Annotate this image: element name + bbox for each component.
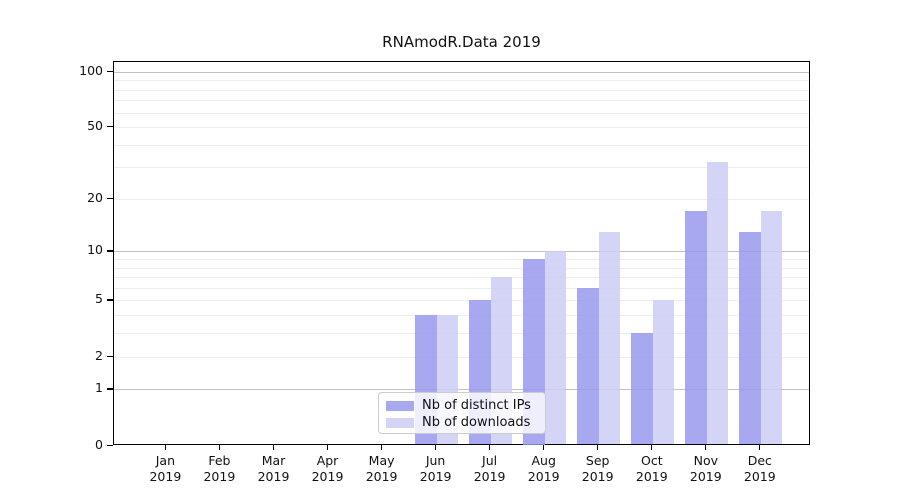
chart-title: RNAmodR.Data 2019 xyxy=(382,33,541,51)
gridline-minor-60 xyxy=(114,112,809,114)
legend-swatch-downloads-icon xyxy=(386,417,414,428)
gridline-minor-6 xyxy=(114,287,809,289)
bar-nb-of-distinct-ips-dec xyxy=(739,231,761,445)
gridline-major-10 xyxy=(114,251,809,253)
y-tick-mark-1 xyxy=(107,388,113,390)
gridline-minor-3 xyxy=(114,333,809,335)
x-tick-label-feb: Feb 2019 xyxy=(203,453,236,484)
x-tick-mark-jul xyxy=(488,445,491,450)
x-tick-label-jul: Jul 2019 xyxy=(473,453,506,484)
x-tick-mark-jun xyxy=(434,445,437,450)
bar-nb-of-distinct-ips-nov xyxy=(685,211,707,445)
y-tick-label-100: 100 xyxy=(79,62,103,78)
y-tick-label-2: 2 xyxy=(95,347,103,363)
y-tick-mark-20 xyxy=(107,197,113,200)
y-tick-label-1: 1 xyxy=(95,380,103,396)
y-tick-label-50: 50 xyxy=(87,118,103,133)
x-tick-label-may: May 2019 xyxy=(365,453,398,484)
x-tick-label-apr: Apr 2019 xyxy=(311,453,344,484)
x-tick-mark-sep xyxy=(597,445,599,450)
y-tick-mark-100 xyxy=(107,70,113,73)
bar-nb-of-downloads-oct xyxy=(652,300,675,445)
gridline-major-1 xyxy=(114,389,809,391)
gridline-minor-20 xyxy=(114,198,809,200)
gridline-minor-90 xyxy=(114,80,809,82)
y-tick-mark-50 xyxy=(107,126,113,128)
bar-nb-of-downloads-nov xyxy=(706,162,729,445)
y-tick-mark-10 xyxy=(107,250,113,252)
x-tick-mark-feb xyxy=(218,445,221,450)
legend-item-distinct-ips: Nb of distinct IPs xyxy=(386,397,538,414)
gridline-minor-80 xyxy=(114,89,809,91)
gridline-minor-7 xyxy=(114,277,809,279)
x-tick-label-jun: Jun 2019 xyxy=(419,453,452,484)
x-tick-mark-jan xyxy=(164,445,167,450)
legend: Nb of distinct IPs Nb of downloads xyxy=(378,392,546,434)
x-tick-label-jan: Jan 2019 xyxy=(149,453,182,484)
x-tick-mark-aug xyxy=(543,445,545,450)
plot-area xyxy=(113,61,810,445)
y-tick-mark-2 xyxy=(107,355,113,357)
gridline-minor-9 xyxy=(114,259,809,260)
bar-nb-of-downloads-sep xyxy=(598,231,621,445)
legend-label-distinct-ips: Nb of distinct IPs xyxy=(422,398,531,413)
gridline-minor-50 xyxy=(114,127,809,128)
gridline-minor-8 xyxy=(114,267,809,269)
gridline-minor-70 xyxy=(114,100,809,102)
x-tick-label-mar: Mar 2019 xyxy=(257,453,290,484)
x-tick-mark-oct xyxy=(651,445,653,450)
x-tick-label-aug: Aug 2019 xyxy=(527,453,560,484)
legend-item-downloads: Nb of downloads xyxy=(386,414,538,431)
x-tick-mark-mar xyxy=(272,445,275,450)
legend-label-downloads: Nb of downloads xyxy=(422,415,531,430)
x-tick-label-nov: Nov 2019 xyxy=(689,453,722,484)
bar-nb-of-distinct-ips-sep xyxy=(577,287,599,445)
bar-nb-of-downloads-dec xyxy=(760,211,783,445)
y-tick-label-0: 0 xyxy=(95,436,103,452)
bar-nb-of-distinct-ips-oct xyxy=(631,333,653,445)
x-tick-label-oct: Oct 2019 xyxy=(635,453,668,484)
gridline-minor-40 xyxy=(114,144,809,146)
gridline-minor-4 xyxy=(114,315,809,317)
x-tick-label-dec: Dec 2019 xyxy=(743,453,776,484)
x-tick-mark-may xyxy=(380,445,383,450)
bar-nb-of-downloads-aug xyxy=(544,251,567,445)
gridline-major-100 xyxy=(114,71,809,73)
gridline-minor-30 xyxy=(114,167,809,169)
y-tick-label-10: 10 xyxy=(87,242,103,258)
y-tick-mark-5 xyxy=(107,299,113,301)
gridline-minor-5 xyxy=(114,300,809,302)
x-tick-mark-dec xyxy=(759,445,761,450)
y-tick-label-20: 20 xyxy=(87,189,103,205)
x-tick-mark-apr xyxy=(326,445,329,450)
y-tick-label-5: 5 xyxy=(95,291,103,307)
y-tick-mark-0 xyxy=(107,444,113,446)
x-tick-label-sep: Sep 2019 xyxy=(581,453,614,484)
legend-swatch-distinct-ips-icon xyxy=(386,400,414,411)
gridline-minor-2 xyxy=(114,356,809,358)
x-tick-mark-nov xyxy=(705,445,707,450)
